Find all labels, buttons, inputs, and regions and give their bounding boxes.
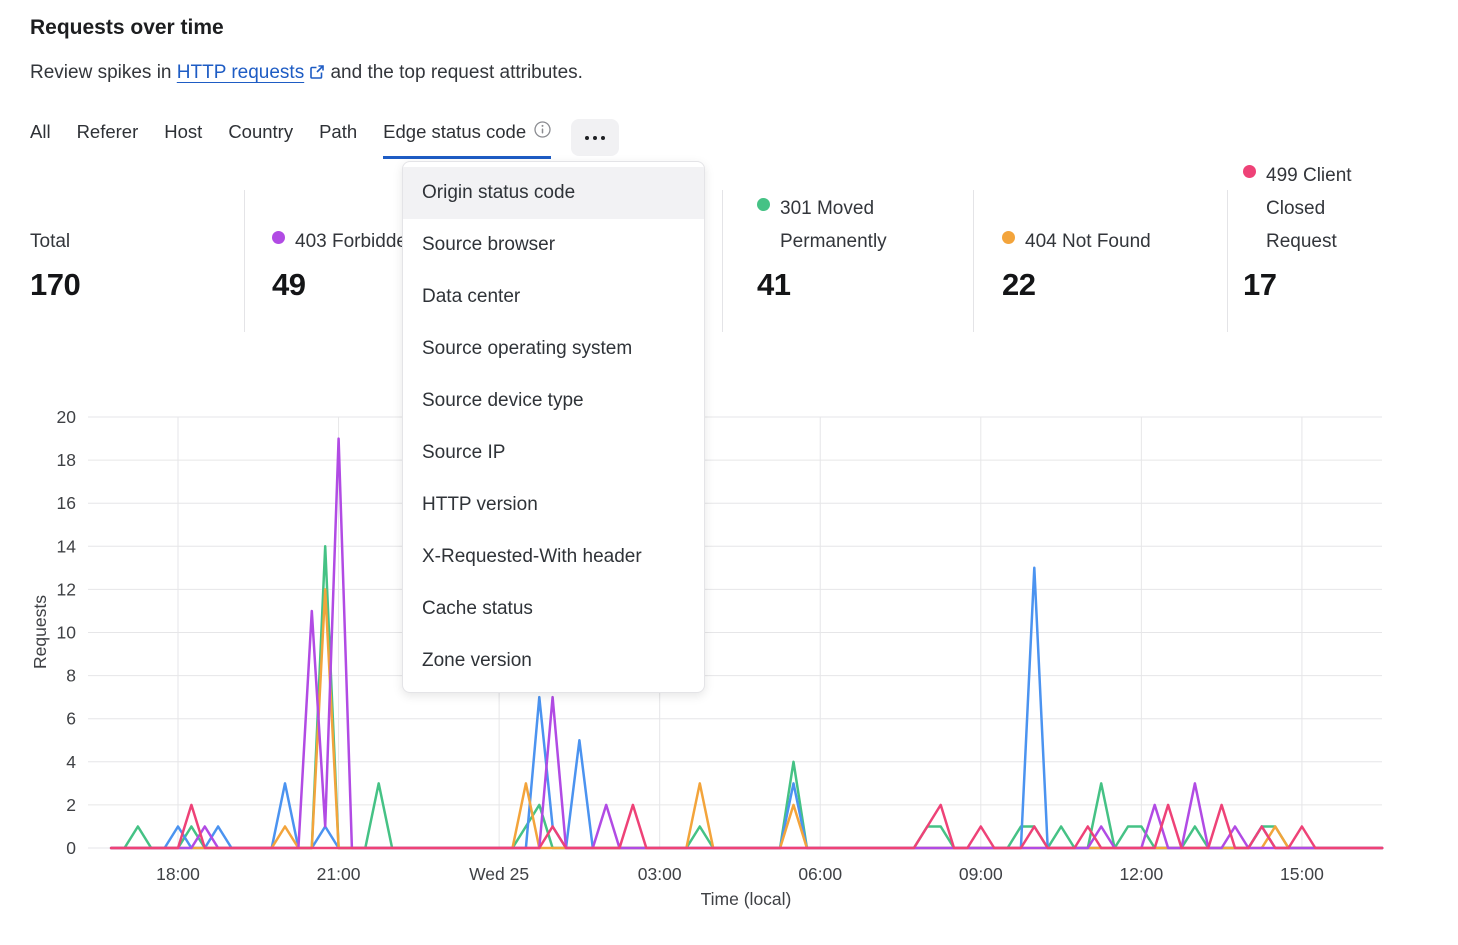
page-subtitle: Review spikes in HTTP requests and the t… xyxy=(30,62,583,86)
y-tick-label: 14 xyxy=(57,536,77,556)
stat-499-client-closed-request: 499 Client Closed Request 17 xyxy=(1243,165,1398,303)
menu-item-http-version[interactable]: HTTP version xyxy=(403,479,704,531)
y-axis-title: Requests xyxy=(30,595,50,669)
stat-value: 17 xyxy=(1243,267,1277,302)
tab-label: Referer xyxy=(76,121,139,142)
attribute-dropdown-menu: Origin status code Source browser Data cen… xyxy=(402,161,705,693)
page-title: Requests over time xyxy=(30,16,224,39)
y-tick-label: 2 xyxy=(66,795,76,815)
menu-item-source-device-type[interactable]: Source device type xyxy=(403,375,704,427)
attribute-tabs: All Referer Host Country Path Edge status cod… xyxy=(30,119,620,159)
menu-item-label: Cache status xyxy=(422,598,533,619)
y-tick-label: 18 xyxy=(57,450,76,470)
menu-item-label: Zone version xyxy=(422,650,532,671)
y-tick-label: 0 xyxy=(66,838,76,858)
http-requests-link[interactable]: HTTP requests xyxy=(177,62,325,83)
tab-label: Host xyxy=(164,121,203,142)
tab-label: All xyxy=(30,121,51,142)
menu-item-data-center[interactable]: Data center xyxy=(403,271,704,323)
tab-referer[interactable]: Referer xyxy=(77,121,139,159)
stat-divider xyxy=(973,190,974,332)
tab-path[interactable]: Path xyxy=(319,121,357,159)
tab-label: Country xyxy=(228,121,294,142)
menu-item-label: Source browser xyxy=(422,234,556,255)
x-tick-label: 09:00 xyxy=(959,864,1003,884)
legend-dot-301-moved-permanently xyxy=(757,198,770,211)
x-tick-label: 03:00 xyxy=(638,864,682,884)
y-tick-label: 16 xyxy=(57,493,76,513)
legend-dot-403-forbidden xyxy=(272,231,285,244)
menu-item-label: Source device type xyxy=(422,390,584,411)
stat-label: 301 Moved Permanently xyxy=(780,198,887,252)
x-tick-label: 15:00 xyxy=(1280,864,1324,884)
series-line-499-client-closed-request xyxy=(109,803,1384,850)
stat-divider xyxy=(244,190,245,332)
stat-value: 22 xyxy=(1002,267,1036,302)
info-icon[interactable] xyxy=(534,121,551,143)
x-tick-label: Wed 25 xyxy=(469,864,529,884)
x-tick-label: 12:00 xyxy=(1119,864,1163,884)
subtitle-suffix: and the top request attributes. xyxy=(325,62,583,83)
menu-item-zone-version[interactable]: Zone version xyxy=(403,635,704,687)
x-tick-label: 06:00 xyxy=(798,864,842,884)
more-tabs-button[interactable] xyxy=(571,119,620,156)
tab-edge-status-code[interactable]: Edge status code xyxy=(383,121,552,159)
stat-divider xyxy=(1227,190,1228,332)
subtitle-prefix: Review spikes in xyxy=(30,62,177,83)
tab-label: Edge status code xyxy=(383,121,527,142)
menu-item-source-ip[interactable]: Source IP xyxy=(403,427,704,479)
menu-item-label: Source IP xyxy=(422,442,506,463)
stat-301-moved-permanently: 301 Moved Permanently 41 xyxy=(757,192,912,303)
y-tick-label: 12 xyxy=(57,579,76,599)
stat-value: 49 xyxy=(272,267,306,302)
tab-all[interactable]: All xyxy=(30,121,51,159)
menu-item-source-browser[interactable]: Source browser xyxy=(403,219,704,271)
legend-dot-499-client-closed-request xyxy=(1243,165,1256,178)
x-axis-title: Time (local) xyxy=(701,889,792,909)
series-line-403-forbidden xyxy=(109,437,1384,850)
y-tick-label: 6 xyxy=(66,709,76,729)
stat-403-forbidden: 403 Forbidden 49 xyxy=(272,192,418,303)
stat-divider xyxy=(722,190,723,332)
tab-label: Path xyxy=(319,121,358,142)
y-tick-label: 8 xyxy=(66,666,76,686)
external-link-icon xyxy=(309,64,325,86)
menu-item-cache-status[interactable]: Cache status xyxy=(403,583,704,635)
stat-value: 170 xyxy=(30,267,81,302)
y-tick-label: 4 xyxy=(66,752,76,772)
menu-item-origin-status-code[interactable]: Origin status code xyxy=(403,167,704,219)
stat-value: 41 xyxy=(757,267,791,302)
stat-label: 404 Not Found xyxy=(1025,231,1151,252)
stat-label: Total xyxy=(30,231,71,252)
menu-item-x-requested-with-header[interactable]: X-Requested-With header xyxy=(403,531,704,583)
y-tick-label: 10 xyxy=(57,623,77,643)
link-text: HTTP requests xyxy=(176,62,305,83)
menu-item-label: Origin status code xyxy=(422,182,576,203)
menu-item-label: X-Requested-With header xyxy=(422,546,642,567)
stat-404-not-found: 404 Not Found 22 xyxy=(1002,192,1151,303)
stat-label: 403 Forbidden xyxy=(295,231,418,252)
stat-total: Total 170 xyxy=(30,192,81,303)
menu-item-label: Source operating system xyxy=(422,338,633,359)
tab-host[interactable]: Host xyxy=(164,121,202,159)
tab-country[interactable]: Country xyxy=(228,121,293,159)
menu-item-source-operating-system[interactable]: Source operating system xyxy=(403,323,704,375)
x-tick-label: 18:00 xyxy=(156,864,200,884)
x-tick-label: 21:00 xyxy=(317,864,361,884)
y-tick-label: 20 xyxy=(57,407,77,427)
legend-dot-404-not-found xyxy=(1002,231,1015,244)
menu-item-label: HTTP version xyxy=(422,494,538,515)
menu-item-label: Data center xyxy=(422,286,521,307)
stat-label: 499 Client Closed Request xyxy=(1266,165,1352,252)
